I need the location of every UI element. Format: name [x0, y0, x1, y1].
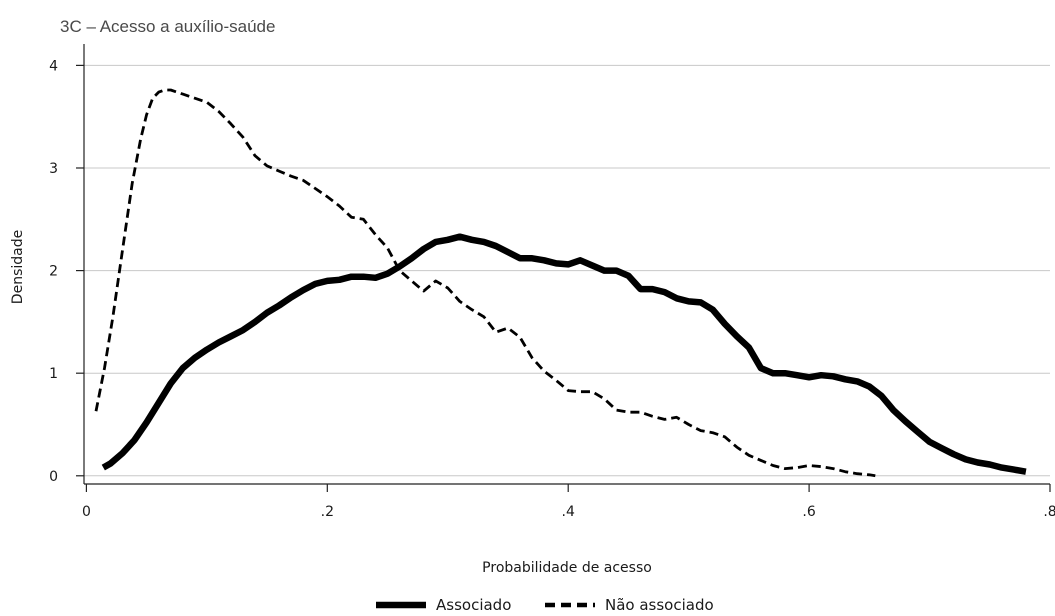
- grid-lines: [84, 64, 1050, 477]
- x-tick-label: .6: [802, 504, 815, 520]
- series-lines: [94, 88, 1027, 478]
- y-tick-label: 4: [49, 58, 58, 74]
- series-line-0: [101, 233, 1027, 475]
- y-axis-title: Densidade: [10, 230, 26, 304]
- y-tick-label: 2: [49, 264, 58, 280]
- x-tick-label: 0: [82, 504, 91, 520]
- x-axis-title: Probabilidade de acesso: [482, 560, 652, 576]
- series-line-1: [94, 88, 876, 478]
- y-tick-label: 1: [49, 366, 58, 382]
- y-tick-label: 0: [49, 469, 58, 485]
- x-tick-label: .8: [1043, 504, 1055, 520]
- legend-label-0: Associado: [436, 596, 511, 614]
- legend-label-1: Não associado: [605, 596, 714, 614]
- axes: 0 1 2 3 4 0 .2 .4 .6 .8 Probabilidade de acesso Den…: [10, 44, 1055, 576]
- x-tick-label: .2: [321, 504, 334, 520]
- y-tick-label: 3: [49, 161, 58, 177]
- legend: Associado Não associado: [376, 596, 714, 614]
- x-tick-label: .4: [562, 504, 575, 520]
- chart-title: 3C – Acesso a auxílio-saúde: [60, 17, 276, 36]
